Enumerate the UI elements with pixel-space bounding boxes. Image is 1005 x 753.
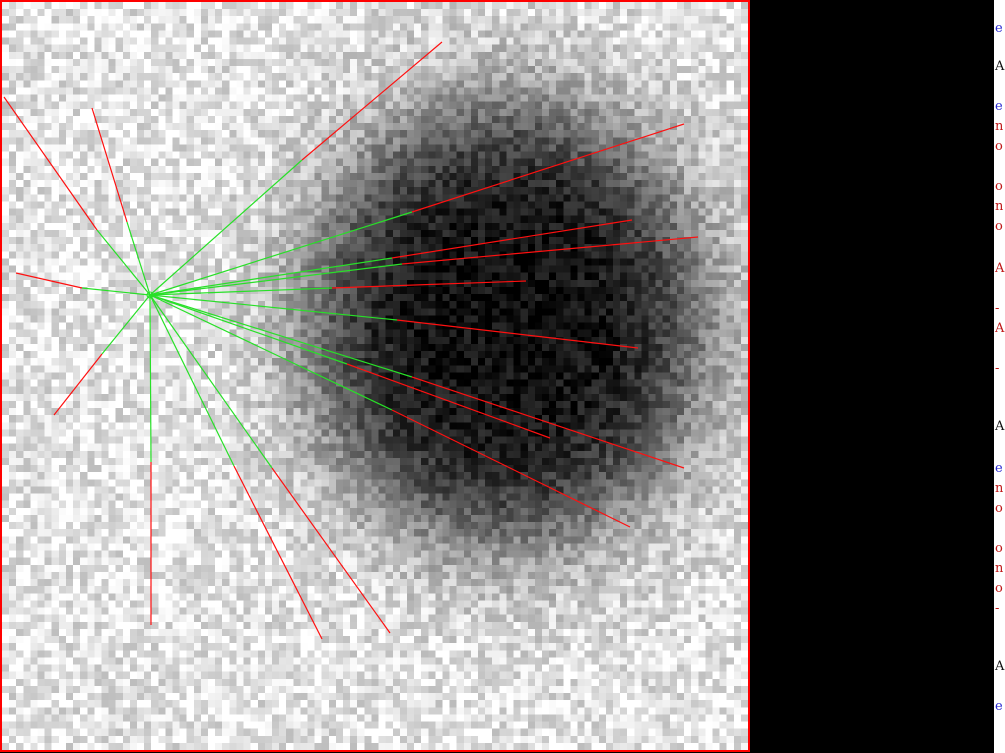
ray-inner-segment [149, 294, 398, 321]
ray-outer-segment [411, 123, 685, 213]
ray-outer-segment [411, 376, 685, 469]
side-strip-glyph: o [995, 541, 1003, 556]
ray-outer-segment [53, 353, 103, 416]
side-strip-glyph: e [995, 461, 1003, 476]
side-strip-glyph: A [995, 419, 1005, 434]
side-strip-glyph: n [995, 119, 1004, 134]
side-strip-glyph: n [995, 561, 1004, 576]
side-strip-glyph: o [995, 179, 1003, 194]
side-strip-glyph: A [995, 59, 1005, 74]
ray-outer-segment [301, 41, 443, 161]
side-strip-glyph: A [995, 321, 1005, 336]
ray-outer-segment [391, 409, 631, 528]
ray-inner-segment [149, 211, 413, 296]
side-strip-glyph: o [995, 139, 1003, 154]
side-strip-glyph: o [995, 581, 1003, 596]
ray-outer-segment [271, 467, 391, 634]
ray-outer-segment [91, 107, 128, 223]
ray-overlay [3, 41, 699, 640]
ray-inner-segment [149, 159, 303, 296]
ray-outer-segment [233, 465, 323, 640]
ray-inner-segment [149, 294, 152, 463]
ray-inner-segment [96, 229, 151, 296]
ray-inner-segment [149, 294, 348, 365]
ray-inner-segment [149, 257, 393, 296]
ray-inner-segment [149, 294, 273, 469]
side-strip-glyph: e [995, 699, 1003, 714]
side-strip-glyph: o [995, 219, 1003, 234]
ray-outer-segment [401, 236, 699, 265]
side-strip-glyph: e [995, 21, 1003, 36]
grayscale-noisy-image[interactable] [2, 2, 748, 750]
side-strip-glyph: n [995, 199, 1004, 214]
ray-inner-segment [149, 263, 403, 296]
side-strip-glyph: - [995, 301, 1000, 316]
side-strip-glyph: A [995, 261, 1005, 276]
side-strip-glyph: - [995, 601, 1000, 616]
ray-inner-segment [101, 294, 151, 355]
ray-inner-segment [149, 294, 235, 467]
ray-inner-segment [81, 287, 151, 296]
ray-outer-segment [331, 280, 527, 289]
side-strip-glyph: n [995, 481, 1004, 496]
ray-inner-segment [126, 221, 151, 296]
ray-outer-segment [3, 96, 98, 231]
side-strip-glyph: A [995, 659, 1005, 674]
ray-inner-segment [149, 287, 333, 296]
ray-inner-segment [149, 294, 413, 378]
side-strip-glyph: e [995, 99, 1003, 114]
ray-outer-segment [15, 272, 83, 289]
side-strip-glyph: - [995, 361, 1000, 376]
image-panel[interactable] [0, 0, 750, 752]
ray-outer-segment [346, 363, 551, 439]
ray-outer-segment [396, 319, 639, 349]
ray-inner-segment [149, 294, 393, 411]
side-strip-glyph: o [995, 501, 1003, 516]
ray-outer-segment [391, 219, 633, 259]
ray-origin-marker [146, 291, 154, 299]
